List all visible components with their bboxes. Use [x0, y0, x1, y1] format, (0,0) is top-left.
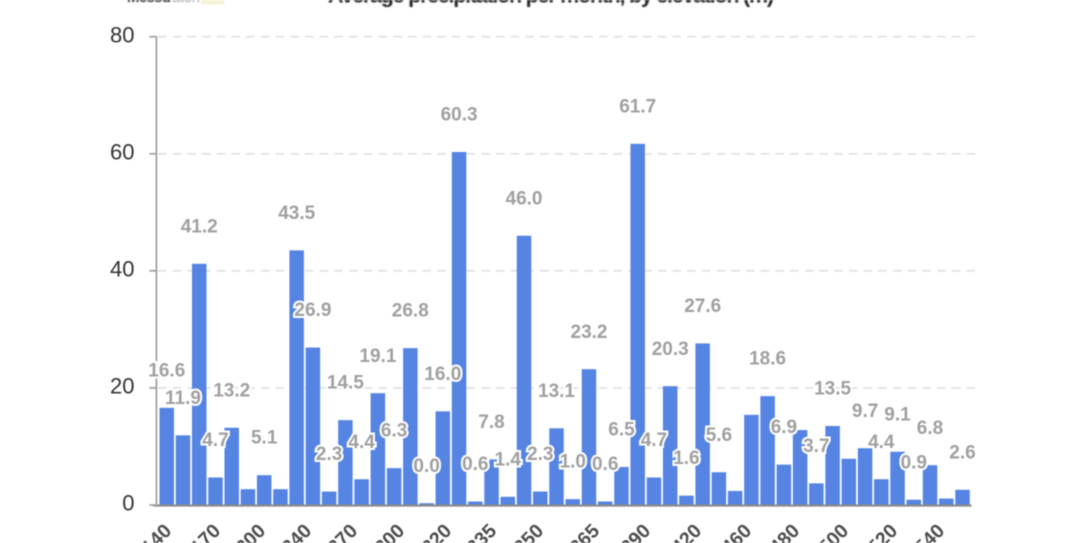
svg-text:0.6: 0.6: [592, 454, 618, 475]
svg-text:46.0: 46.0: [506, 188, 543, 209]
svg-text:2.3: 2.3: [527, 444, 553, 465]
svg-text:4.4: 4.4: [348, 432, 375, 453]
svg-text:6.5: 6.5: [608, 420, 635, 441]
svg-text:0.9: 0.9: [901, 452, 927, 473]
svg-text:41.2: 41.2: [181, 216, 218, 237]
svg-text:23.2: 23.2: [571, 322, 608, 343]
svg-text:26.9: 26.9: [294, 300, 331, 321]
svg-text:16.0: 16.0: [424, 364, 461, 385]
svg-text:2.3: 2.3: [316, 444, 342, 465]
svg-text:19.1: 19.1: [359, 346, 396, 367]
svg-text:60.3: 60.3: [441, 105, 478, 126]
svg-text:3.7: 3.7: [803, 436, 829, 457]
svg-text:9.7: 9.7: [852, 401, 878, 422]
svg-text:13.5: 13.5: [814, 379, 851, 400]
svg-text:40: 40: [110, 257, 134, 282]
svg-text:6.9: 6.9: [771, 417, 797, 438]
svg-text:26.8: 26.8: [392, 301, 429, 322]
svg-text:0: 0: [122, 491, 134, 516]
svg-text:4.7: 4.7: [202, 430, 228, 451]
svg-text:5.6: 5.6: [706, 425, 732, 446]
svg-text:1.6: 1.6: [673, 448, 699, 469]
svg-text:27.6: 27.6: [684, 296, 721, 317]
svg-text:1.0: 1.0: [560, 452, 586, 473]
svg-text:6.3: 6.3: [381, 421, 407, 442]
svg-text:4.7: 4.7: [641, 430, 667, 451]
svg-text:0.6: 0.6: [462, 454, 488, 475]
svg-text:6.8: 6.8: [917, 418, 943, 439]
svg-text:14.5: 14.5: [327, 373, 364, 394]
svg-text:13.1: 13.1: [538, 381, 575, 402]
svg-text:1.4: 1.4: [495, 449, 522, 470]
svg-text:20.3: 20.3: [652, 339, 689, 360]
svg-text:7.8: 7.8: [478, 412, 504, 433]
svg-text:60: 60: [110, 140, 134, 165]
svg-text:61.7: 61.7: [619, 96, 656, 117]
svg-text:16.6: 16.6: [148, 360, 185, 381]
svg-text:18.6: 18.6: [749, 349, 786, 370]
svg-text:20: 20: [110, 374, 134, 399]
svg-text:2.6: 2.6: [949, 442, 975, 463]
svg-text:4.4: 4.4: [868, 432, 895, 453]
svg-text:43.5: 43.5: [278, 203, 315, 224]
svg-text:Average precipitation per mont: Average precipitation per month, by elev…: [328, 0, 774, 7]
svg-text:aten: aten: [172, 0, 200, 6]
svg-text:Messd: Messd: [127, 0, 171, 6]
svg-text:9.1: 9.1: [884, 404, 911, 425]
svg-text:0.0: 0.0: [413, 456, 439, 477]
svg-text:11.9: 11.9: [165, 388, 201, 409]
svg-text:5.1: 5.1: [251, 428, 278, 449]
svg-text:13.2: 13.2: [213, 380, 250, 401]
svg-text:80: 80: [110, 22, 134, 47]
